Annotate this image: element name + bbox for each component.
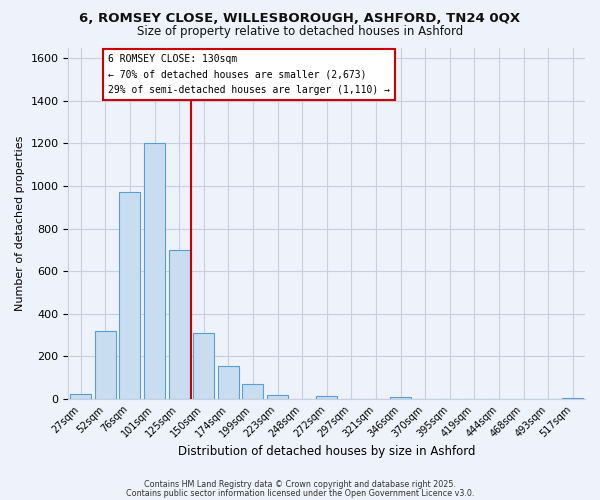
Text: 6, ROMSEY CLOSE, WILLESBOROUGH, ASHFORD, TN24 0QX: 6, ROMSEY CLOSE, WILLESBOROUGH, ASHFORD,… <box>79 12 521 26</box>
Bar <box>70 394 91 399</box>
Text: Contains HM Land Registry data © Crown copyright and database right 2025.: Contains HM Land Registry data © Crown c… <box>144 480 456 489</box>
Bar <box>119 192 140 399</box>
Bar <box>95 331 116 399</box>
Bar <box>218 366 239 399</box>
Bar <box>193 333 214 399</box>
Bar <box>316 396 337 399</box>
Bar <box>144 144 165 399</box>
Text: 6 ROMSEY CLOSE: 130sqm
← 70% of detached houses are smaller (2,673)
29% of semi-: 6 ROMSEY CLOSE: 130sqm ← 70% of detached… <box>108 54 390 95</box>
Bar <box>390 397 411 399</box>
Y-axis label: Number of detached properties: Number of detached properties <box>15 136 25 311</box>
Bar <box>562 398 583 399</box>
Bar <box>267 395 288 399</box>
Text: Contains public sector information licensed under the Open Government Licence v3: Contains public sector information licen… <box>126 488 474 498</box>
Bar <box>242 384 263 399</box>
Text: Size of property relative to detached houses in Ashford: Size of property relative to detached ho… <box>137 25 463 38</box>
Bar <box>169 250 190 399</box>
X-axis label: Distribution of detached houses by size in Ashford: Distribution of detached houses by size … <box>178 444 475 458</box>
